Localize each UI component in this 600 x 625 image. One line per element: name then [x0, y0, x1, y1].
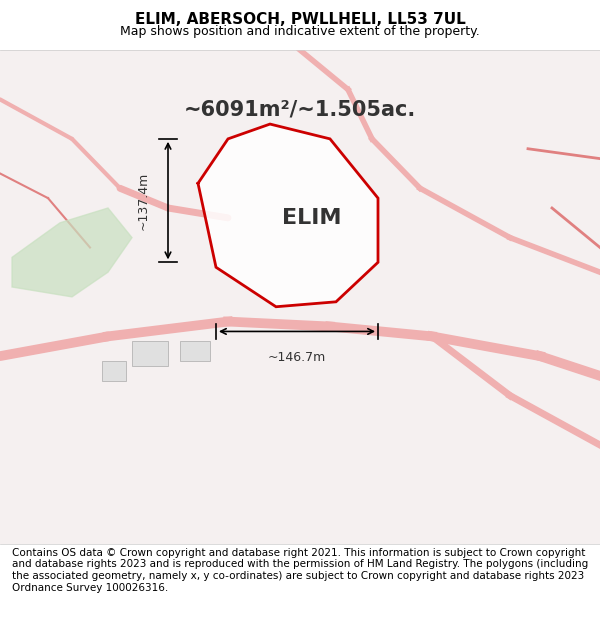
Text: Contains OS data © Crown copyright and database right 2021. This information is : Contains OS data © Crown copyright and d…: [12, 548, 588, 592]
Text: Map shows position and indicative extent of the property.: Map shows position and indicative extent…: [120, 24, 480, 38]
Text: ~6091m²/~1.505ac.: ~6091m²/~1.505ac.: [184, 99, 416, 119]
Polygon shape: [12, 208, 132, 297]
Text: ELIM, ABERSOCH, PWLLHELI, LL53 7UL: ELIM, ABERSOCH, PWLLHELI, LL53 7UL: [134, 12, 466, 28]
Text: ELIM: ELIM: [282, 208, 342, 228]
Text: ~146.7m: ~146.7m: [268, 351, 326, 364]
Text: ~137.4m: ~137.4m: [137, 171, 150, 230]
Bar: [102, 361, 126, 381]
Bar: [132, 341, 168, 366]
Polygon shape: [198, 124, 378, 307]
Bar: [180, 341, 210, 361]
